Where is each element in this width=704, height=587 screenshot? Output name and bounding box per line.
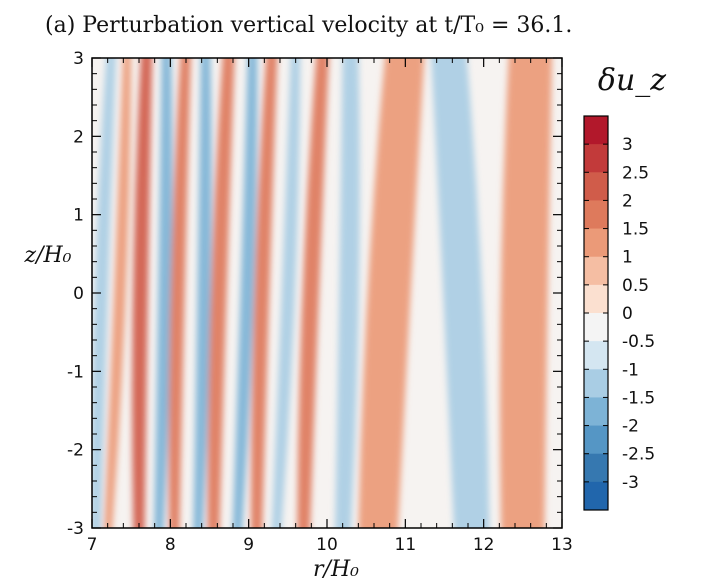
velocity-stripe (431, 58, 490, 528)
velocity-stripe (168, 58, 191, 528)
velocity-field (92, 58, 553, 528)
colorbar-segment (584, 481, 608, 511)
colorbar-tick-label: 3 (622, 135, 633, 155)
colorbar-segment (584, 144, 608, 173)
colorbar-tick-label: -1.5 (622, 388, 655, 408)
x-tick-label: 7 (87, 535, 98, 555)
chart-title: (a) Perturbation vertical velocity at t/… (45, 13, 572, 38)
colorbar-tick-label: 1 (622, 248, 633, 268)
x-tick-label: 10 (316, 535, 338, 555)
y-axis-label: z/H₀ (23, 243, 71, 268)
colorbar-tick-label: 2.5 (622, 163, 649, 183)
velocity-stripe (104, 58, 132, 528)
x-tick-label: 9 (243, 535, 254, 555)
x-tick-label: 13 (551, 535, 573, 555)
colorbar-segment (584, 200, 608, 230)
colorbar-segment (584, 228, 608, 258)
velocity-stripe (271, 58, 301, 528)
x-tick-label: 11 (395, 535, 417, 555)
y-tick-label: -3 (67, 519, 84, 539)
colorbar-tick-label: -0.5 (622, 332, 655, 352)
colorbar-segment (584, 256, 608, 286)
y-tick-label: -2 (67, 441, 84, 461)
velocity-stripe (207, 58, 235, 528)
colorbar-segment (584, 369, 608, 398)
colorbar-segment (584, 397, 608, 427)
colorbar-tick-label: 0.5 (622, 276, 649, 296)
y-tick-label: 1 (73, 206, 84, 226)
y-tick-label: -1 (67, 362, 84, 382)
x-axis: 7 8 9 10 11 12 13 (87, 58, 573, 555)
colorbar-segment (584, 313, 608, 342)
colorbar-tick-label: 1.5 (622, 220, 649, 240)
velocity-stripe (132, 58, 153, 528)
colorbar-segment (584, 453, 608, 483)
velocity-stripe (335, 58, 360, 528)
colorbar-segment (584, 425, 608, 455)
y-tick-label: 3 (73, 49, 84, 69)
velocity-stripe (193, 58, 212, 528)
colorbar-segment (584, 341, 608, 370)
velocity-stripe (92, 58, 116, 528)
velocity-stripe (297, 58, 329, 528)
velocity-stripe (232, 58, 258, 528)
velocity-stripe (358, 58, 425, 528)
x-tick-label: 8 (165, 535, 176, 555)
colorbar-title: δu_z (598, 63, 666, 98)
velocity-stripe (499, 58, 553, 528)
y-axis: -3 -2 -1 0 1 2 3 (67, 49, 562, 539)
colorbar-tick-label: -1 (622, 360, 639, 380)
colorbar-tick-label: -2 (622, 417, 639, 437)
y-tick-label: 2 (73, 127, 84, 147)
colorbar-segment (584, 116, 608, 145)
x-axis-label: r/H₀ (313, 557, 359, 582)
colorbar: 3 2.5 2 1.5 1 0.5 0 -0.5 -1 -1.5 -2 -2.5 -3 (583, 115, 655, 511)
velocity-stripe (250, 58, 278, 528)
colorbar-tick-label: -2.5 (622, 445, 655, 465)
colorbar-tick-label: 2 (622, 191, 633, 211)
y-tick-label: 0 (73, 284, 84, 304)
colorbar-tick-label: 0 (622, 304, 633, 324)
colorbar-tick-label: -3 (622, 473, 639, 493)
velocity-stripe (154, 58, 173, 528)
colorbar-segment (584, 284, 608, 314)
colorbar-segment (584, 172, 608, 201)
x-tick-label: 12 (473, 535, 495, 555)
